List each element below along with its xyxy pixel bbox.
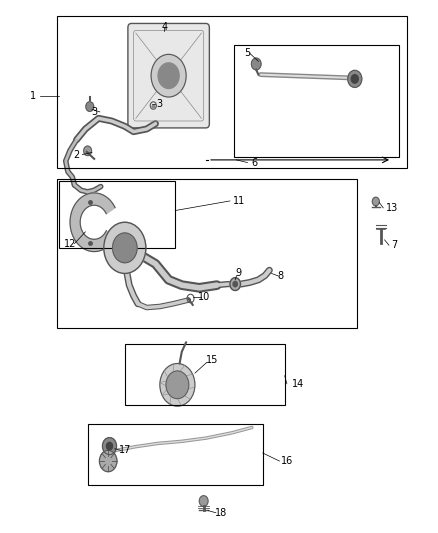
Bar: [234, 45, 399, 157]
Circle shape: [166, 371, 189, 399]
Text: 15: 15: [206, 355, 219, 365]
Bar: [57, 16, 407, 168]
Circle shape: [348, 70, 362, 87]
Text: 9: 9: [236, 268, 242, 278]
Text: 16: 16: [281, 456, 293, 466]
Bar: [125, 344, 285, 405]
Bar: [88, 424, 263, 485]
Circle shape: [151, 54, 186, 97]
Circle shape: [251, 58, 261, 70]
Circle shape: [372, 197, 379, 206]
Text: 14: 14: [292, 379, 304, 389]
Circle shape: [99, 450, 117, 472]
Text: 3: 3: [91, 107, 97, 117]
Text: 1: 1: [30, 91, 36, 101]
Circle shape: [106, 442, 113, 450]
Bar: [59, 181, 175, 248]
Text: 2: 2: [74, 150, 80, 159]
Circle shape: [230, 278, 240, 290]
Text: 4: 4: [161, 22, 167, 31]
Circle shape: [233, 281, 237, 287]
Text: 17: 17: [119, 446, 131, 455]
Text: 13: 13: [386, 203, 398, 213]
Text: 18: 18: [215, 508, 227, 518]
Text: 8: 8: [277, 271, 283, 281]
Text: 5: 5: [244, 49, 251, 58]
Circle shape: [160, 364, 195, 406]
Circle shape: [86, 102, 94, 111]
Text: 7: 7: [391, 240, 397, 250]
Text: 12: 12: [64, 239, 76, 248]
Circle shape: [199, 496, 208, 506]
Circle shape: [158, 63, 179, 88]
Circle shape: [113, 233, 137, 263]
Circle shape: [351, 75, 358, 83]
FancyBboxPatch shape: [128, 23, 209, 128]
Bar: [57, 179, 357, 328]
Circle shape: [102, 438, 117, 455]
Text: 10: 10: [198, 292, 210, 302]
Text: 6: 6: [251, 158, 257, 167]
Text: 3: 3: [157, 99, 163, 109]
Circle shape: [104, 222, 146, 273]
Circle shape: [84, 146, 92, 156]
Text: 11: 11: [233, 196, 245, 206]
Polygon shape: [70, 193, 115, 252]
